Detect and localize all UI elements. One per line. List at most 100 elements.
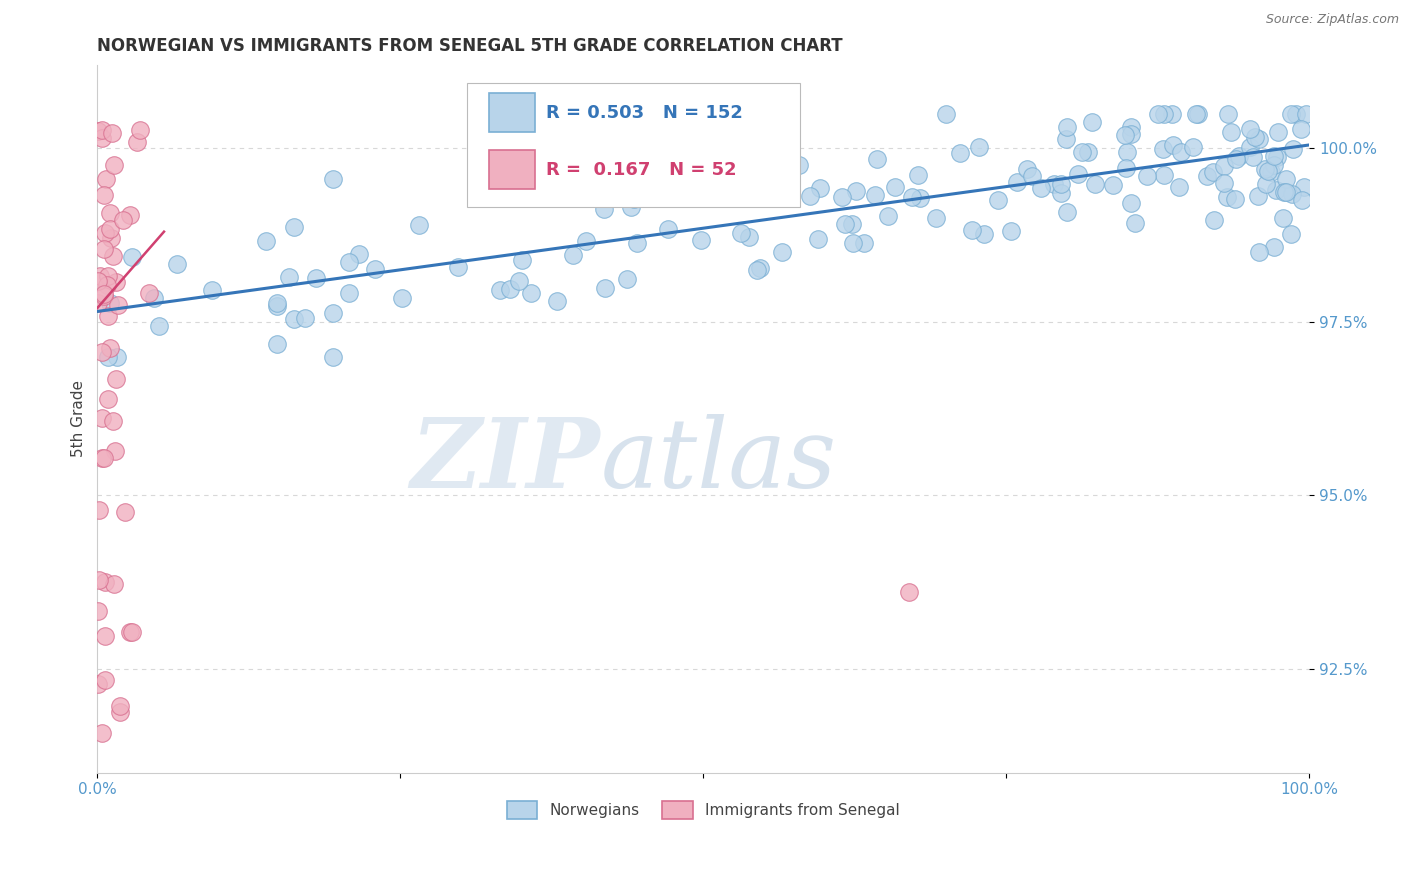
Point [1187,107,1209,121]
Point [98,221,121,235]
Point [1071,145,1094,159]
Point [121,251,143,265]
Point [1056,204,1078,219]
Point [111,212,134,227]
Point [1056,120,1078,134]
Point [1285,107,1308,121]
Point [787,158,810,172]
Point [845,184,868,198]
Point [94,226,117,240]
Point [103,576,125,591]
Point [925,211,948,226]
Point [107,298,129,312]
Point [1050,178,1073,192]
Point [589,188,612,202]
Point [1265,183,1288,197]
Point [96,278,118,293]
Point [89,502,111,516]
Point [93,289,115,303]
Point [1253,162,1275,177]
Text: R = 0.503   N = 152: R = 0.503 N = 152 [546,104,742,122]
Point [1247,189,1270,203]
Point [865,188,887,202]
Point [1163,138,1185,153]
Point [962,223,984,237]
Point [1263,149,1285,163]
Point [690,233,713,247]
Point [94,172,117,186]
Point [1115,161,1137,176]
Point [98,206,121,220]
Point [103,157,125,171]
Text: NORWEGIAN VS IMMIGRANTS FROM SENEGAL 5TH GRADE CORRELATION CHART: NORWEGIAN VS IMMIGRANTS FROM SENEGAL 5TH… [97,37,844,55]
Point [254,234,277,248]
Point [101,249,124,263]
Point [91,345,114,359]
Point [94,629,117,643]
Point [1265,150,1288,164]
Point [935,107,957,121]
Point [278,269,301,284]
Point [1202,212,1225,227]
Point [1243,130,1265,145]
Point [510,253,533,268]
Point [1054,132,1077,146]
Point [97,350,120,364]
Point [1005,175,1028,189]
Point [1021,169,1043,183]
FancyBboxPatch shape [467,83,800,207]
Point [1275,172,1298,186]
Point [104,444,127,458]
Point [742,161,765,175]
Point [138,286,160,301]
Point [1239,140,1261,154]
Point [1247,244,1270,259]
Point [1295,107,1317,121]
Point [125,135,148,149]
Point [266,337,288,351]
Point [98,296,121,310]
FancyBboxPatch shape [489,150,534,189]
Point [1282,142,1305,156]
Point [969,140,991,154]
Point [98,341,121,355]
Point [129,123,152,137]
Point [520,285,543,300]
Point [105,350,128,364]
Point [620,201,643,215]
Point [1263,158,1285,172]
Point [93,188,115,202]
Point [898,585,921,599]
Point [114,505,136,519]
Point [508,274,530,288]
Point [91,122,114,136]
FancyBboxPatch shape [489,94,534,132]
Point [575,235,598,249]
Point [1219,124,1241,138]
Point [294,310,316,325]
Point [1136,169,1159,183]
Point [738,230,761,244]
Point [94,673,117,687]
Point [1114,128,1136,142]
Point [1263,240,1285,254]
Point [1147,107,1170,121]
Point [562,248,585,262]
Point [900,190,922,204]
Point [1272,211,1295,226]
Point [1153,168,1175,182]
Point [283,311,305,326]
Point [1116,145,1139,160]
Text: R =  0.167   N = 52: R = 0.167 N = 52 [546,161,737,178]
Point [1084,177,1107,191]
Point [949,146,972,161]
Point [853,236,876,251]
Point [1184,107,1206,121]
Point [1202,164,1225,178]
Point [87,124,110,138]
Point [884,179,907,194]
Point [100,231,122,245]
Point [616,272,638,286]
Point [1153,107,1175,121]
Point [93,287,115,301]
